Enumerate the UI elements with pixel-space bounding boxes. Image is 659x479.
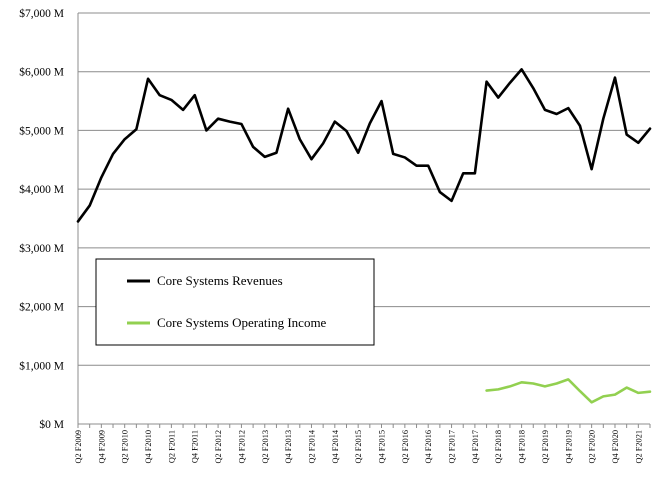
y-tick-label: $1,000 M xyxy=(19,359,64,372)
x-tick-label: Q2 F2012 xyxy=(214,430,223,463)
x-tick-label: Q2 F2020 xyxy=(588,430,597,463)
x-tick-label: Q4 F2013 xyxy=(284,430,293,463)
axes xyxy=(77,13,651,428)
y-tick-label: $5,000 M xyxy=(19,124,64,137)
x-tick-label: Q2 F2014 xyxy=(307,429,316,463)
legend-box xyxy=(95,258,375,346)
x-tick-label: Q4 F2012 xyxy=(237,430,246,463)
x-tick-label: Q4 F2018 xyxy=(518,430,527,463)
y-tick-label: $6,000 M xyxy=(19,66,64,79)
y-tick-label: $4,000 M xyxy=(19,183,64,196)
legend: Core Systems Revenues Core Systems Opera… xyxy=(95,258,375,346)
series-line-core-systems-operating-income xyxy=(485,378,652,404)
x-tick-label: Q4 F2015 xyxy=(378,430,387,463)
x-tick-label: Q2 F2010 xyxy=(121,430,130,463)
x-tick-label: Q4 F2019 xyxy=(564,430,573,463)
x-axis-tick-labels: Q2 F2009 Q4 F2009 Q2 F2010 Q4 F2010 Q2 F2011… xyxy=(74,429,643,463)
x-tick-label: Q4 F2009 xyxy=(97,430,106,463)
x-tick-label: Q2 F2015 xyxy=(354,430,363,463)
x-tick-label: Q4 F2017 xyxy=(471,430,480,463)
x-tick-label: Q4 F2016 xyxy=(424,430,433,463)
series-line-core-systems-revenues xyxy=(76,68,652,223)
y-tick-label: $2,000 M xyxy=(19,301,64,314)
legend-label-revenues: Core Systems Revenues xyxy=(157,273,283,288)
y-axis-tick-labels: $0 M $1,000 M $2,000 M $3,000 M $4,000 M $5,0… xyxy=(19,7,64,431)
x-tick-label: Q4 F2011 xyxy=(191,430,200,463)
x-tick-label: Q2 F2013 xyxy=(261,430,270,463)
x-tick-label: Q2 F2021 xyxy=(634,430,643,463)
x-tick-label: Q2 F2016 xyxy=(401,430,410,463)
legend-label-operating-income: Core Systems Operating Income xyxy=(157,315,327,330)
y-tick-label: $0 M xyxy=(39,418,64,431)
x-tick-label: Q4 F2020 xyxy=(611,430,620,463)
y-tick-label: $7,000 M xyxy=(19,7,64,20)
x-tick-label: Q2 F2019 xyxy=(541,430,550,463)
x-tick-label: Q2 F2009 xyxy=(74,430,83,463)
series-lines xyxy=(76,68,652,404)
x-tick-label: Q4 F2010 xyxy=(144,430,153,463)
x-tick-label: Q2 F2011 xyxy=(167,430,176,463)
x-tick-label: Q4 F2014 xyxy=(331,429,340,463)
x-tick-label: Q2 F2018 xyxy=(494,430,503,463)
y-tick-label: $3,000 M xyxy=(19,242,64,255)
x-tick-label: Q2 F2017 xyxy=(448,430,457,463)
